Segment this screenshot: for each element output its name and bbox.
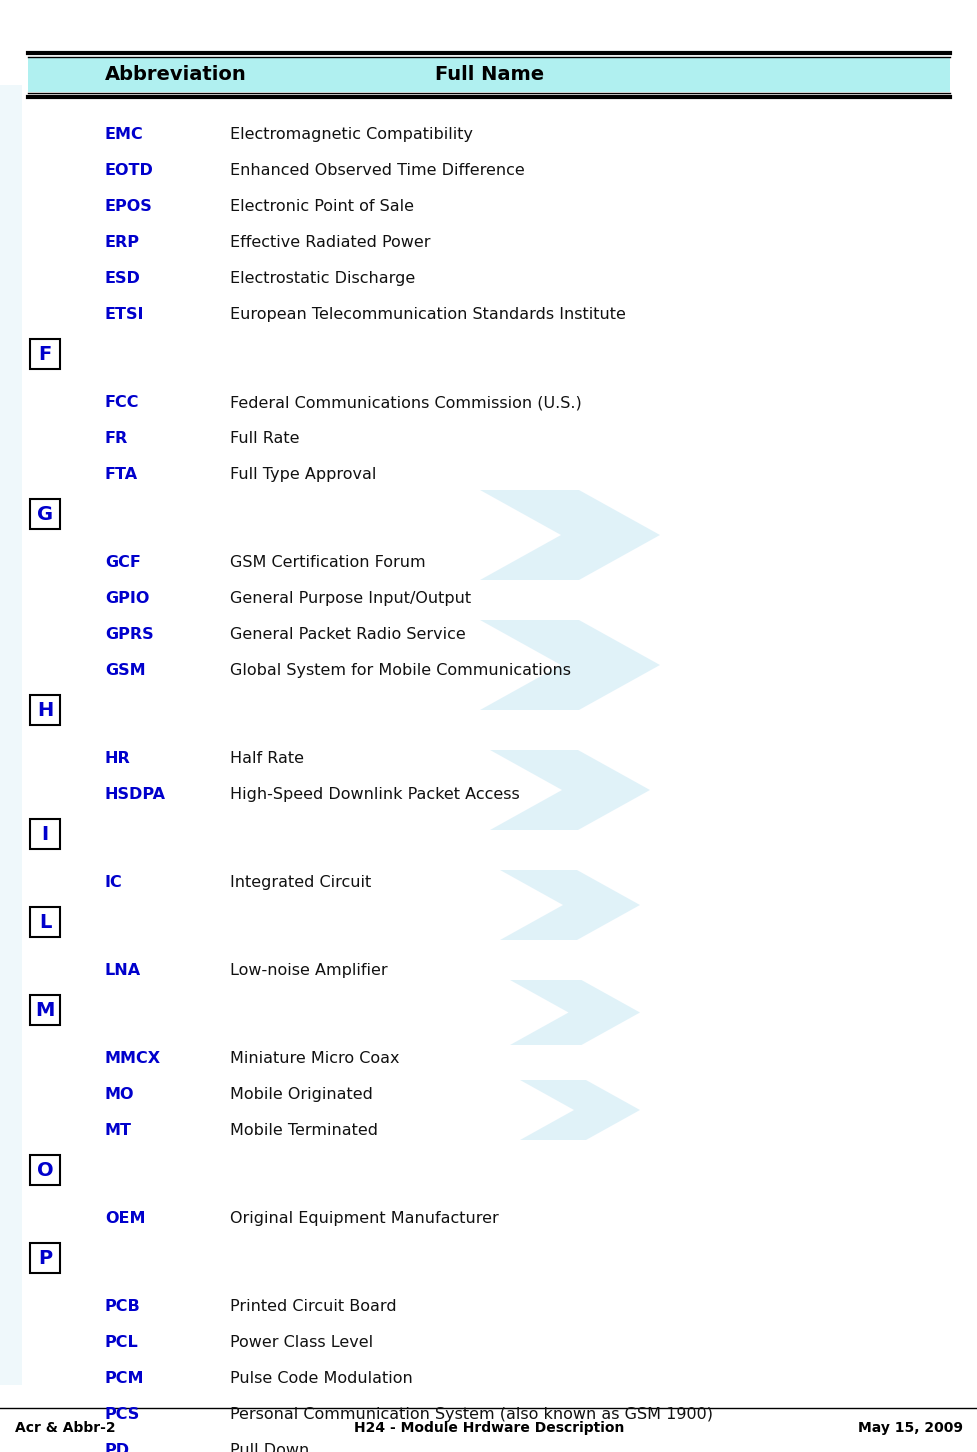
Polygon shape <box>480 620 659 710</box>
Text: Abbreviation: Abbreviation <box>105 65 246 84</box>
FancyBboxPatch shape <box>28 58 949 91</box>
Bar <box>30 499 60 529</box>
Text: Pulse Code Modulation: Pulse Code Modulation <box>230 1371 412 1387</box>
Text: Integrated Circuit: Integrated Circuit <box>230 876 371 890</box>
Text: Pull Down: Pull Down <box>230 1443 309 1452</box>
Text: FCC: FCC <box>105 395 140 411</box>
Text: GPRS: GPRS <box>105 627 153 642</box>
Text: Low-noise Amplifier: Low-noise Amplifier <box>230 963 387 979</box>
Text: Electrostatic Discharge: Electrostatic Discharge <box>230 272 415 286</box>
Text: Half Rate: Half Rate <box>230 751 304 767</box>
FancyBboxPatch shape <box>0 86 21 1385</box>
Text: HSDPA: HSDPA <box>105 787 166 803</box>
Text: F: F <box>38 344 52 363</box>
Text: FTA: FTA <box>105 468 138 482</box>
Text: EOTD: EOTD <box>105 163 153 179</box>
Text: PCB: PCB <box>105 1300 141 1314</box>
Text: H24 - Module Hrdware Description: H24 - Module Hrdware Description <box>354 1422 623 1435</box>
Text: Full Rate: Full Rate <box>230 431 299 446</box>
Bar <box>30 696 60 725</box>
Text: PCM: PCM <box>105 1371 145 1387</box>
Text: M: M <box>35 1000 55 1019</box>
Bar <box>30 1243 60 1273</box>
Text: MMCX: MMCX <box>105 1051 161 1066</box>
Text: PCS: PCS <box>105 1407 140 1423</box>
Bar <box>30 908 60 937</box>
Text: Electromagnetic Compatibility: Electromagnetic Compatibility <box>230 128 473 142</box>
Text: ESD: ESD <box>105 272 141 286</box>
Text: EPOS: EPOS <box>105 199 152 215</box>
Text: European Telecommunication Standards Institute: European Telecommunication Standards Ins… <box>230 308 625 322</box>
Text: Mobile Terminated: Mobile Terminated <box>230 1124 378 1138</box>
Text: GSM: GSM <box>105 664 146 678</box>
Polygon shape <box>499 870 639 939</box>
Text: GPIO: GPIO <box>105 591 149 607</box>
Text: Enhanced Observed Time Difference: Enhanced Observed Time Difference <box>230 163 525 179</box>
Text: MT: MT <box>105 1124 132 1138</box>
Text: I: I <box>41 825 49 844</box>
Text: General Purpose Input/Output: General Purpose Input/Output <box>230 591 471 607</box>
Text: Full Type Approval: Full Type Approval <box>230 468 376 482</box>
Bar <box>30 338 60 369</box>
Text: Electronic Point of Sale: Electronic Point of Sale <box>230 199 413 215</box>
Text: IC: IC <box>105 876 123 890</box>
Text: Miniature Micro Coax: Miniature Micro Coax <box>230 1051 399 1066</box>
Text: OEM: OEM <box>105 1211 146 1227</box>
Text: Power Class Level: Power Class Level <box>230 1336 373 1350</box>
Bar <box>30 1154 60 1185</box>
Text: Personal Communication System (also known as GSM 1900): Personal Communication System (also know… <box>230 1407 712 1423</box>
Text: Full Name: Full Name <box>435 65 544 84</box>
Text: May 15, 2009: May 15, 2009 <box>857 1422 962 1435</box>
Text: G: G <box>37 504 53 524</box>
Text: H: H <box>37 700 53 720</box>
Text: Printed Circuit Board: Printed Circuit Board <box>230 1300 397 1314</box>
Polygon shape <box>520 1080 639 1140</box>
Text: Effective Radiated Power: Effective Radiated Power <box>230 235 430 250</box>
Bar <box>30 819 60 849</box>
Text: GSM Certification Forum: GSM Certification Forum <box>230 555 425 571</box>
Text: GCF: GCF <box>105 555 141 571</box>
Text: Federal Communications Commission (U.S.): Federal Communications Commission (U.S.) <box>230 395 581 411</box>
Text: O: O <box>37 1160 54 1179</box>
Text: Original Equipment Manufacturer: Original Equipment Manufacturer <box>230 1211 498 1227</box>
Text: PCL: PCL <box>105 1336 139 1350</box>
Text: LNA: LNA <box>105 963 141 979</box>
Text: ERP: ERP <box>105 235 140 250</box>
Text: General Packet Radio Service: General Packet Radio Service <box>230 627 465 642</box>
Text: Acr & Abbr-2: Acr & Abbr-2 <box>15 1422 115 1435</box>
Text: PD: PD <box>105 1443 130 1452</box>
Text: High-Speed Downlink Packet Access: High-Speed Downlink Packet Access <box>230 787 519 803</box>
Text: P: P <box>38 1249 52 1268</box>
Text: L: L <box>39 912 51 932</box>
Text: EMC: EMC <box>105 128 144 142</box>
Text: MO: MO <box>105 1088 135 1102</box>
Polygon shape <box>489 751 650 831</box>
Text: ETSI: ETSI <box>105 308 145 322</box>
Text: FR: FR <box>105 431 128 446</box>
Bar <box>30 995 60 1025</box>
Text: Mobile Originated: Mobile Originated <box>230 1088 372 1102</box>
Text: HR: HR <box>105 751 131 767</box>
Polygon shape <box>480 489 659 579</box>
Polygon shape <box>509 980 639 1045</box>
Text: Global System for Mobile Communications: Global System for Mobile Communications <box>230 664 571 678</box>
